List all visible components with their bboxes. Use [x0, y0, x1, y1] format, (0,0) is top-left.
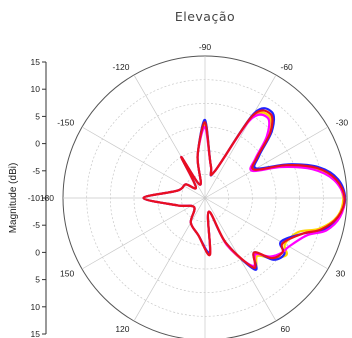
angle-label: 180 — [40, 193, 54, 203]
grid-spoke — [204, 74, 277, 199]
radial-tick-label: -5 — [32, 220, 40, 230]
angle-labels: -90-60-300306090120150180-150-120 — [40, 42, 349, 334]
series-group — [142, 107, 347, 271]
y-axis-label: Magnitude (dBi) — [8, 163, 19, 234]
radial-axis: 15 10 5 0 -5 -10 -5 0 5 10 15 — [28, 57, 47, 338]
radial-tick-label: 15 — [31, 329, 41, 338]
radial-tick-label: 15 — [31, 57, 41, 67]
grid-spoke — [133, 74, 206, 199]
radial-tick-label: 0 — [35, 139, 40, 149]
angle-label: -150 — [57, 118, 74, 128]
angle-label: 30 — [336, 269, 346, 279]
grid-spoke — [204, 197, 329, 270]
angle-label: 120 — [115, 324, 129, 334]
radial-tick-label: 0 — [35, 247, 40, 257]
grid-spoke — [81, 197, 206, 270]
angle-label: -90 — [199, 42, 212, 52]
angle-label: 60 — [281, 324, 291, 334]
polar-grid — [62, 55, 348, 338]
radial-tick-label: -10 — [28, 193, 41, 203]
angle-label: -120 — [112, 62, 129, 72]
angle-label: -30 — [336, 118, 349, 128]
series-line-4 — [142, 109, 346, 269]
grid-spoke — [204, 126, 329, 199]
chart-title: Elevação — [174, 9, 236, 24]
grid-spoke — [133, 197, 206, 322]
radial-tick-label: 10 — [31, 302, 41, 312]
grid-spoke — [81, 126, 206, 199]
series-line-3 — [142, 113, 346, 268]
radial-tick-label: -5 — [32, 166, 40, 176]
angle-label: 150 — [60, 269, 74, 279]
radial-tick-label: 10 — [31, 84, 41, 94]
radial-tick-label: 5 — [35, 111, 40, 121]
angle-label: -60 — [281, 62, 294, 72]
series-line-2 — [142, 107, 347, 271]
radial-tick-label: 5 — [35, 275, 40, 285]
